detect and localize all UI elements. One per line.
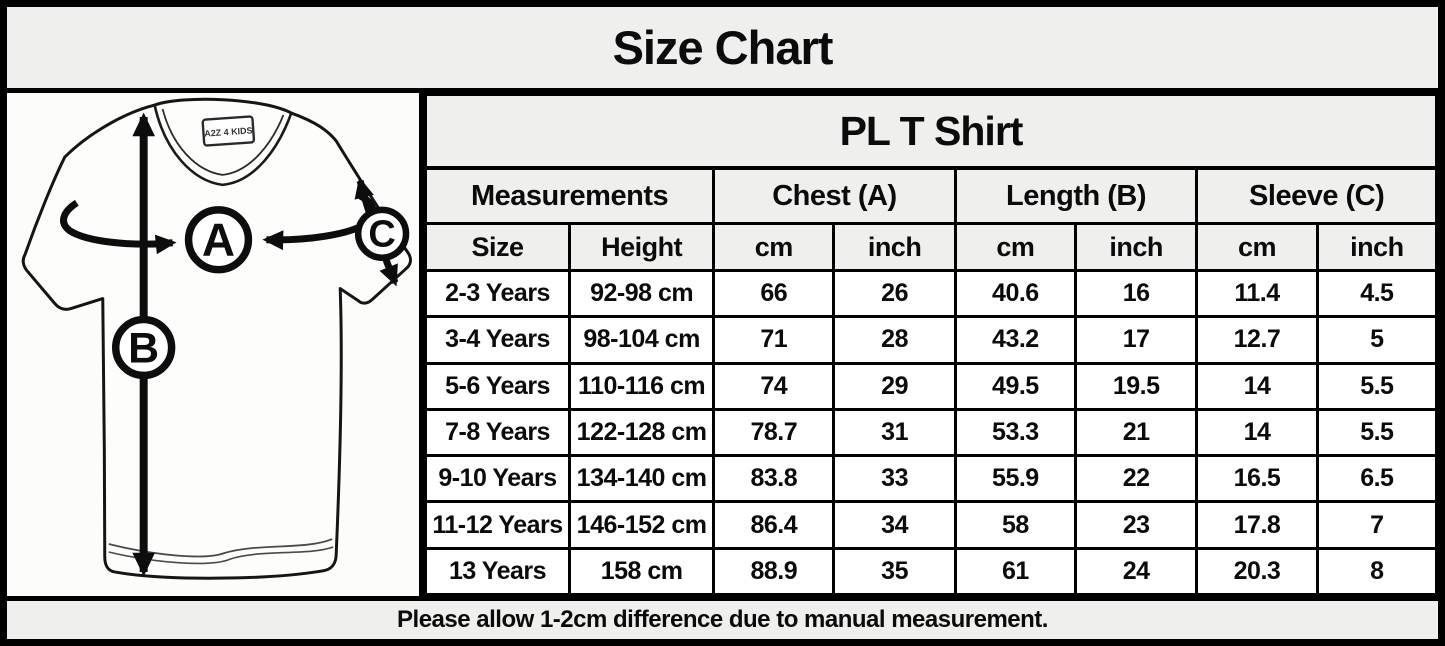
table-cell: 11-12 Years bbox=[423, 500, 572, 550]
column-header-height: Height bbox=[568, 222, 716, 272]
table-cell: 9-10 Years bbox=[423, 454, 572, 504]
table-cell: 16.5 bbox=[1195, 454, 1319, 504]
table-cell: 146-152 cm bbox=[568, 500, 716, 550]
table-cell: 8 bbox=[1315, 546, 1439, 597]
table-cell: 33 bbox=[832, 454, 957, 504]
table-cell: 16 bbox=[1074, 268, 1199, 319]
table-cell: 71 bbox=[712, 315, 836, 365]
shirt-diagram-panel: A2Z 4 KIDS A bbox=[7, 93, 424, 596]
table-cell: 43.2 bbox=[953, 315, 1078, 365]
table-cell: 14 bbox=[1195, 361, 1319, 411]
table-cell: 74 bbox=[712, 361, 836, 411]
table-cell: 61 bbox=[953, 546, 1078, 597]
table-cell: 122-128 cm bbox=[568, 407, 716, 458]
table-cell: 23 bbox=[1074, 500, 1199, 550]
table-cell: 13 Years bbox=[423, 546, 572, 597]
table-cell: 20.3 bbox=[1195, 546, 1319, 597]
table-cell: 2-3 Years bbox=[423, 268, 572, 319]
tshirt-outline-drawing: A2Z 4 KIDS bbox=[21, 97, 412, 580]
length-badge-letter: B bbox=[128, 324, 159, 372]
table-cell: 158 cm bbox=[568, 546, 716, 597]
group-header-length: Length (B) bbox=[953, 166, 1199, 225]
table-cell: 31 bbox=[832, 407, 957, 458]
table-row: 2-3 Years 92-98 cm 66 26 40.6 16 11.4 4.5 bbox=[423, 268, 1439, 319]
table-row: 11-12 Years 146-152 cm 86.4 34 58 23 17.8 7 bbox=[423, 500, 1439, 550]
sleeve-badge-c: C bbox=[354, 206, 410, 261]
table-cell: 58 bbox=[953, 500, 1078, 550]
column-header-sleeve-inch: inch bbox=[1315, 222, 1439, 272]
table-cell: 29 bbox=[832, 361, 957, 411]
table-cell: 17.8 bbox=[1195, 500, 1319, 550]
table-cell: 17 bbox=[1074, 315, 1199, 365]
brand-tag-text: A2Z 4 KIDS bbox=[204, 125, 253, 138]
table-cell: 22 bbox=[1074, 454, 1199, 504]
column-header-sleeve-cm: cm bbox=[1195, 222, 1319, 272]
table-cell: 14 bbox=[1195, 407, 1319, 458]
table-cell: 26 bbox=[832, 268, 957, 319]
size-table-panel: PL T Shirt Measurements Chest (A) Length… bbox=[423, 93, 1439, 597]
table-cell: 28 bbox=[832, 315, 957, 365]
product-title-row: PL T Shirt bbox=[424, 93, 1438, 170]
column-header-size: Size bbox=[423, 222, 572, 272]
chest-badge-a: A bbox=[184, 206, 253, 274]
table-row: 3-4 Years 98-104 cm 71 28 43.2 17 12.7 5 bbox=[423, 315, 1439, 365]
table-cell: 5.5 bbox=[1315, 361, 1439, 411]
size-table: PL T Shirt Measurements Chest (A) Length… bbox=[423, 93, 1439, 597]
table-row: 7-8 Years 122-128 cm 78.7 31 53.3 21 14 5.5 bbox=[423, 407, 1439, 458]
table-cell: 92-98 cm bbox=[568, 268, 716, 319]
table-cell: 21 bbox=[1074, 407, 1199, 458]
table-cell: 19.5 bbox=[1074, 361, 1199, 411]
table-cell: 4.5 bbox=[1315, 268, 1439, 319]
table-row: 9-10 Years 134-140 cm 83.8 33 55.9 22 16.5 6.5 bbox=[423, 454, 1439, 504]
table-cell: 35 bbox=[832, 546, 957, 597]
table-cell: 78.7 bbox=[712, 407, 836, 458]
page-title: Size Chart bbox=[612, 21, 834, 74]
title-band: Size Chart bbox=[7, 7, 1438, 93]
table-cell: 11.4 bbox=[1195, 268, 1319, 319]
table-cell: 40.6 bbox=[953, 268, 1078, 319]
chest-badge-letter: A bbox=[202, 214, 235, 266]
length-badge-b: B bbox=[111, 315, 176, 380]
table-cell: 5.5 bbox=[1315, 407, 1439, 458]
table-cell: 55.9 bbox=[953, 454, 1078, 504]
tshirt-measurement-diagram: A2Z 4 KIDS A bbox=[21, 97, 412, 580]
table-cell: 12.7 bbox=[1195, 315, 1319, 365]
table-row: 13 Years 158 cm 88.9 35 61 24 20.3 8 bbox=[423, 546, 1439, 597]
table-row: 5-6 Years 110-116 cm 74 29 49.5 19.5 14 5.5 bbox=[423, 361, 1439, 411]
table-cell: 134-140 cm bbox=[568, 454, 716, 504]
table-cell: 98-104 cm bbox=[568, 315, 716, 365]
column-header-length-cm: cm bbox=[953, 222, 1078, 272]
table-cell: 110-116 cm bbox=[568, 361, 716, 411]
table-cell: 34 bbox=[832, 500, 957, 550]
column-header-length-inch: inch bbox=[1074, 222, 1199, 272]
group-header-chest: Chest (A) bbox=[712, 166, 957, 225]
product-title: PL T Shirt bbox=[424, 93, 1438, 170]
table-cell: 7-8 Years bbox=[423, 407, 572, 458]
column-header-chest-inch: inch bbox=[832, 222, 957, 272]
table-cell: 88.9 bbox=[712, 546, 836, 597]
table-cell: 6.5 bbox=[1315, 454, 1439, 504]
table-cell: 53.3 bbox=[953, 407, 1078, 458]
sub-header-row: Size Height cm inch cm inch cm inch bbox=[423, 222, 1439, 272]
column-header-chest-cm: cm bbox=[712, 222, 836, 272]
table-cell: 5 bbox=[1315, 315, 1439, 365]
table-cell: 83.8 bbox=[712, 454, 836, 504]
sleeve-badge-letter: C bbox=[368, 214, 395, 256]
table-cell: 66 bbox=[712, 268, 836, 319]
table-cell: 5-6 Years bbox=[423, 361, 572, 411]
table-cell: 3-4 Years bbox=[423, 315, 572, 365]
size-table-body: 2-3 Years 92-98 cm 66 26 40.6 16 11.4 4.5 3-4 Ye… bbox=[423, 268, 1439, 597]
group-header-measurements: Measurements bbox=[423, 166, 716, 225]
group-header-row: Measurements Chest (A) Length (B) Sleeve… bbox=[423, 166, 1438, 225]
table-cell: 24 bbox=[1074, 546, 1199, 597]
table-cell: 7 bbox=[1315, 500, 1439, 550]
table-cell: 86.4 bbox=[712, 500, 836, 550]
main-content: A2Z 4 KIDS A bbox=[7, 93, 1439, 597]
group-header-sleeve: Sleeve (C) bbox=[1195, 166, 1438, 225]
table-cell: 49.5 bbox=[953, 361, 1078, 411]
footer-note: Please allow 1-2cm difference due to man… bbox=[397, 606, 1048, 633]
neck-brand-tag: A2Z 4 KIDS bbox=[201, 115, 256, 147]
footer-band: Please allow 1-2cm difference due to man… bbox=[7, 596, 1438, 639]
